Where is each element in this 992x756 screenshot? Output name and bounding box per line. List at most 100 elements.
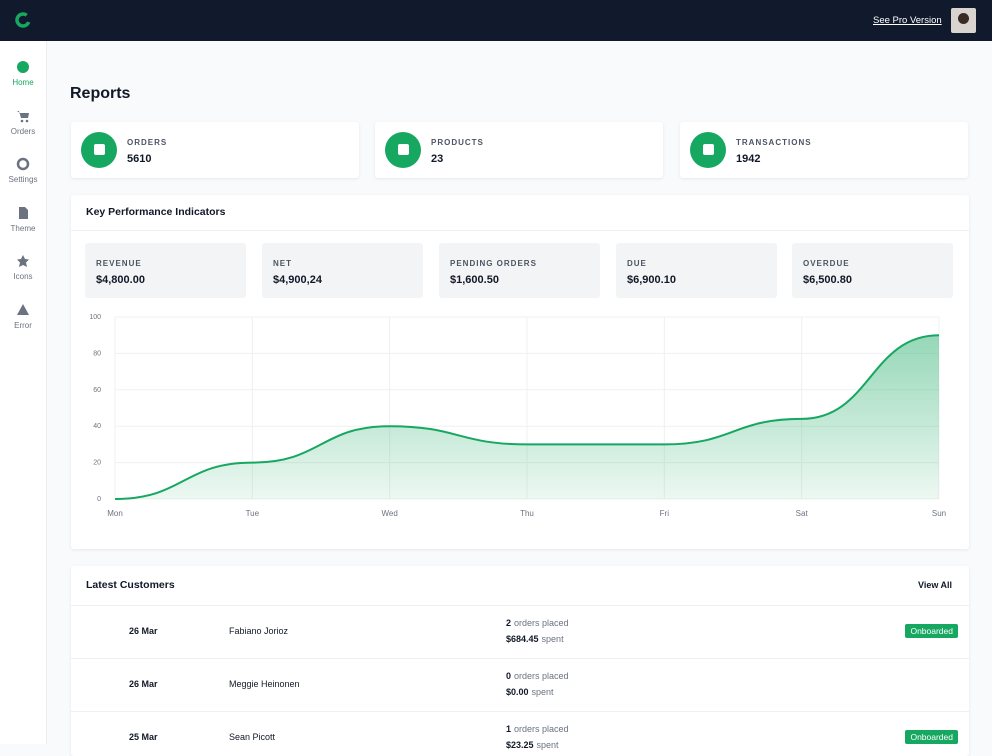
spent-text: spent xyxy=(536,740,559,750)
orders-text: orders placed xyxy=(514,671,569,681)
x-tick-label: Sat xyxy=(796,509,809,518)
icon xyxy=(17,304,29,315)
orders: 1 orders placed xyxy=(506,724,569,734)
name: Fabiano Jorioz xyxy=(229,626,289,636)
orders: 0 orders placed xyxy=(506,671,569,681)
nav-label[interactable]: Icons xyxy=(13,272,33,281)
spent-text: spent xyxy=(531,687,554,697)
icon xyxy=(17,255,29,267)
status-badge: Onboarded xyxy=(905,730,958,744)
x-tick-label: Sun xyxy=(932,509,946,518)
orders-text: orders placed xyxy=(514,618,569,628)
sidebar: Home Orders Settings Theme Icons Error xyxy=(0,41,47,744)
pro-link[interactable]: See Pro Version xyxy=(873,15,942,26)
kpi-value: $1,600.50 xyxy=(450,274,499,286)
nav-icon xyxy=(0,206,46,220)
kpi-title: Key Performance Indicators xyxy=(86,206,226,218)
date: 26 Mar xyxy=(129,626,158,636)
kpi-box: NET $4,900,24 xyxy=(262,243,423,298)
chart: 0 20 40 60 80 100 Mon Tue Wed Thu Fri Sat Sun xyxy=(89,314,946,518)
area xyxy=(115,335,939,499)
customers-card xyxy=(71,566,969,756)
nav-label[interactable]: Error xyxy=(14,321,32,330)
spent: $684.45 spent xyxy=(506,634,564,644)
kpi-label: PENDING ORDERS xyxy=(450,259,537,268)
icon xyxy=(16,157,30,171)
y-tick-label: 100 xyxy=(89,314,101,321)
nav-icon xyxy=(0,60,46,74)
page-title: Reports xyxy=(70,85,131,102)
divider xyxy=(71,658,969,659)
kpi-box: REVENUE $4,800.00 xyxy=(85,243,246,298)
spent: $0.00 spent xyxy=(506,687,554,697)
stat-icon xyxy=(385,132,421,168)
spent-amount: $23.25 xyxy=(506,740,534,750)
line xyxy=(114,334,940,500)
spent-amount: $684.45 xyxy=(506,634,539,644)
y-tick-label: 40 xyxy=(93,423,101,430)
customers-title: Latest Customers xyxy=(86,579,175,591)
stat-icon xyxy=(81,132,117,168)
kpi-box: PENDING ORDERS $1,600.50 xyxy=(439,243,600,298)
stat-label: TRANSACTIONS xyxy=(736,138,812,147)
nav-label[interactable]: Theme xyxy=(10,224,36,233)
divider xyxy=(71,711,969,712)
orders: 2 orders placed xyxy=(506,618,569,628)
orders-text: orders placed xyxy=(514,724,569,734)
logo xyxy=(15,12,31,28)
kpi-value: $4,800.00 xyxy=(96,274,145,286)
x-tick-label: Fri xyxy=(660,509,670,518)
avatar[interactable] xyxy=(951,8,976,33)
stat-icon xyxy=(690,132,726,168)
kpi-label: REVENUE xyxy=(96,259,142,268)
y-tick-label: 60 xyxy=(93,387,101,394)
y-tick-label: 0 xyxy=(97,496,101,503)
spent: $23.25 spent xyxy=(506,740,559,750)
nav-icon xyxy=(0,254,46,268)
kpi-label: OVERDUE xyxy=(803,259,850,268)
date: 25 Mar xyxy=(129,732,158,742)
order-count: 1 xyxy=(506,724,512,734)
nav-label[interactable]: Home xyxy=(12,78,34,87)
icon xyxy=(19,207,28,219)
stat-card: ORDERS 5610 xyxy=(71,122,359,178)
kpi-value: $6,500.80 xyxy=(803,274,852,286)
stat-label: ORDERS xyxy=(127,138,168,147)
x-tick-label: Thu xyxy=(520,509,534,518)
y-tick-label: 20 xyxy=(93,460,101,467)
x-tick-label: Wed xyxy=(382,509,398,518)
kpi-box: OVERDUE $6,500.80 xyxy=(792,243,953,298)
name: Meggie Heinonen xyxy=(229,679,300,689)
top-bar: See Pro Version xyxy=(0,0,992,41)
kpi-value: $4,900,24 xyxy=(273,274,322,286)
nav-label[interactable]: Orders xyxy=(10,127,36,136)
nav-icon xyxy=(0,157,46,171)
stat-label: PRODUCTS xyxy=(431,138,484,147)
kpi-box: DUE $6,900.10 xyxy=(616,243,777,298)
name: Sean Picott xyxy=(229,732,276,742)
order-count: 0 xyxy=(506,671,512,681)
stat-value: 5610 xyxy=(127,153,152,165)
nav-label[interactable]: Settings xyxy=(8,175,38,184)
stat-value: 1942 xyxy=(736,153,761,165)
stat-card: TRANSACTIONS 1942 xyxy=(680,122,968,178)
nav-icon xyxy=(0,303,46,317)
status-badge: Onboarded xyxy=(905,624,958,638)
spent-amount: $0.00 xyxy=(506,687,529,697)
view-all[interactable]: View All xyxy=(918,580,953,590)
kpi-value: $6,900.10 xyxy=(627,274,676,286)
stat-card: PRODUCTS 23 xyxy=(375,122,663,178)
icon xyxy=(17,61,29,73)
divider xyxy=(71,230,969,231)
kpi-label: NET xyxy=(273,259,292,268)
icon xyxy=(17,111,29,123)
nav-icon xyxy=(0,109,46,123)
kpi-label: DUE xyxy=(627,259,647,268)
x-tick-label: Mon xyxy=(107,509,123,518)
stat-value: 23 xyxy=(431,153,444,165)
order-count: 2 xyxy=(506,618,512,628)
spent-text: spent xyxy=(541,634,564,644)
y-tick-label: 80 xyxy=(93,350,101,357)
x-tick-label: Tue xyxy=(246,509,260,518)
